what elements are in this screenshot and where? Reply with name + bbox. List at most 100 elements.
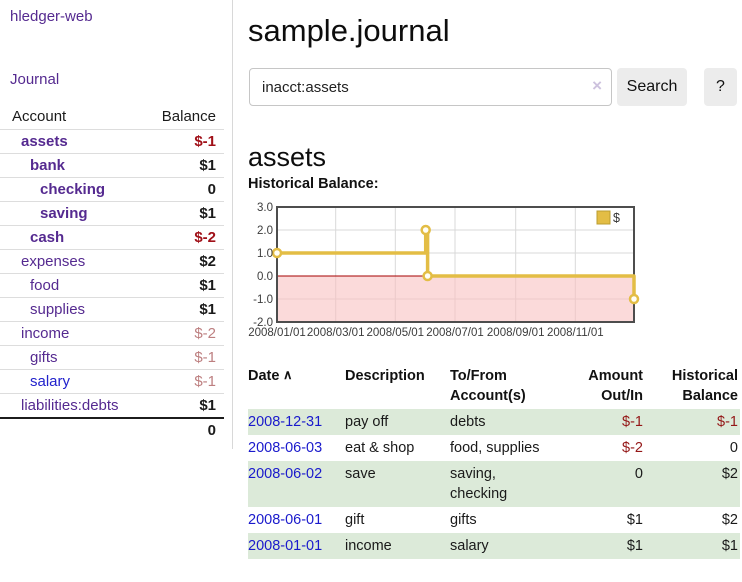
account-row: income $-2 bbox=[0, 321, 224, 346]
svg-text:2008/03/01: 2008/03/01 bbox=[307, 327, 365, 339]
account-row: supplies $1 bbox=[0, 297, 224, 322]
account-link[interactable]: expenses bbox=[21, 253, 86, 270]
register-amount: $-1 bbox=[622, 414, 643, 430]
account-row: saving $1 bbox=[0, 201, 224, 226]
register-accounts: food, supplies bbox=[450, 440, 540, 456]
register-date-cell: 2008-06-01 bbox=[248, 507, 345, 533]
account-row: food $1 bbox=[0, 273, 224, 298]
register-date-cell: 2008-06-02 bbox=[248, 461, 345, 507]
col-header-date[interactable]: Date ∧ bbox=[248, 364, 345, 409]
register-description: income bbox=[345, 538, 392, 554]
register-description: save bbox=[345, 466, 376, 482]
svg-text:1.0: 1.0 bbox=[257, 248, 273, 260]
data-point-marker bbox=[271, 247, 283, 259]
legend-label: $ bbox=[613, 211, 620, 225]
account-balance: $-1 bbox=[137, 345, 224, 370]
account-heading: assets bbox=[248, 142, 327, 173]
sidebar-divider bbox=[232, 0, 233, 449]
register-row: 2008-01-01 income salary $1 $1 bbox=[248, 533, 740, 559]
svg-text:2008/05/01: 2008/05/01 bbox=[367, 327, 425, 339]
svg-text:-2.0: -2.0 bbox=[253, 317, 273, 329]
col-header-label: Description bbox=[345, 368, 425, 384]
register-amount: $1 bbox=[626, 512, 643, 528]
register-accounts: salary bbox=[450, 538, 489, 554]
svg-text:3.0: 3.0 bbox=[257, 202, 273, 214]
chart-title: Historical Balance: bbox=[248, 176, 379, 192]
col-header-description: Description bbox=[345, 364, 450, 409]
register-date-link[interactable]: 2008-06-01 bbox=[248, 512, 323, 528]
app-brand-link[interactable]: hledger-web bbox=[10, 8, 93, 25]
register-accounts: debts bbox=[450, 414, 486, 430]
col-header-historical-balance: Historical Balance bbox=[645, 364, 740, 409]
account-balance: $-1 bbox=[137, 129, 224, 154]
legend-swatch bbox=[596, 210, 611, 225]
svg-text:0.0: 0.0 bbox=[257, 271, 273, 283]
help-button[interactable]: ? bbox=[704, 68, 737, 106]
search-button[interactable]: Search bbox=[617, 68, 687, 106]
register-date-cell: 2008-12-31 bbox=[248, 409, 345, 435]
account-balance: $-2 bbox=[137, 225, 224, 250]
register-balance: $1 bbox=[721, 538, 738, 554]
sidebar-item-journal[interactable]: Journal bbox=[10, 71, 60, 88]
account-link[interactable]: assets bbox=[21, 133, 68, 150]
register-accounts: saving, checking bbox=[450, 466, 508, 502]
data-point-marker bbox=[420, 224, 431, 236]
account-balance: $1 bbox=[137, 393, 224, 418]
svg-text:2008/11/01: 2008/11/01 bbox=[547, 327, 604, 339]
register-date-link[interactable]: 2008-06-03 bbox=[248, 440, 323, 456]
accounts-header-account: Account bbox=[12, 108, 67, 125]
search-input[interactable] bbox=[249, 68, 612, 106]
register-amount: $-2 bbox=[622, 440, 643, 456]
account-balance: $1 bbox=[137, 153, 224, 178]
historical-balance-chart: $3.0 2.0 1.0 0.0 -1.0 -2.0 2008/01/01 2008/03/0… bbox=[246, 201, 740, 351]
account-row: cash $-2 bbox=[0, 225, 224, 250]
accounts-total: 0 bbox=[137, 417, 224, 442]
account-row: checking 0 bbox=[0, 177, 224, 202]
svg-text:2.0: 2.0 bbox=[257, 225, 273, 237]
account-row: salary $-1 bbox=[0, 369, 224, 394]
account-balance: $-1 bbox=[137, 369, 224, 394]
col-header-label: Amount Out/In bbox=[588, 368, 643, 404]
account-link[interactable]: cash bbox=[30, 229, 65, 246]
register-date-link[interactable]: 2008-12-31 bbox=[248, 414, 323, 430]
account-row: bank $1 bbox=[0, 153, 224, 178]
search-bar: × Search ? bbox=[249, 68, 741, 106]
register-balance: $2 bbox=[721, 512, 738, 528]
register-row: 2008-06-02 save saving, checking 0 $2 bbox=[248, 461, 740, 507]
register-amount: 0 bbox=[634, 466, 643, 482]
clear-search-icon[interactable]: × bbox=[592, 76, 602, 95]
account-row: liabilities:debts $1 bbox=[0, 393, 224, 418]
account-row: expenses $2 bbox=[0, 249, 224, 274]
account-link[interactable]: liabilities:debts bbox=[21, 397, 119, 414]
register-description: pay off bbox=[345, 414, 389, 430]
data-point-marker bbox=[422, 270, 433, 282]
register-date-link[interactable]: 2008-06-02 bbox=[248, 466, 323, 482]
register-row: 2008-06-01 gift gifts $1 $2 bbox=[248, 507, 740, 533]
accounts-total-row: 0 bbox=[0, 417, 224, 442]
register-description: eat & shop bbox=[345, 440, 415, 456]
register-balance: $-1 bbox=[717, 414, 738, 430]
account-balance: $1 bbox=[137, 273, 224, 298]
account-link[interactable]: income bbox=[21, 325, 70, 342]
account-link[interactable]: bank bbox=[30, 157, 66, 174]
svg-text:2008/01/01: 2008/01/01 bbox=[248, 327, 306, 339]
col-header-amount-out-in: Amount Out/In bbox=[562, 364, 645, 409]
register-amount: $1 bbox=[626, 538, 643, 554]
account-link[interactable]: saving bbox=[40, 205, 88, 222]
account-link[interactable]: checking bbox=[40, 181, 106, 198]
account-row: gifts $-1 bbox=[0, 345, 224, 370]
col-header-label: To/From Account(s) bbox=[450, 368, 526, 404]
account-link[interactable]: salary bbox=[30, 373, 71, 390]
col-header-label: Historical Balance bbox=[671, 368, 738, 404]
register-balance: $2 bbox=[721, 466, 738, 482]
register-date-cell: 2008-06-03 bbox=[248, 435, 345, 461]
sort-ascending-icon: ∧ bbox=[279, 367, 293, 382]
account-link[interactable]: food bbox=[30, 277, 60, 294]
account-link[interactable]: supplies bbox=[30, 301, 86, 318]
register-table: Date ∧ Description To/From Account(s) Amoun… bbox=[248, 364, 740, 559]
account-link[interactable]: gifts bbox=[30, 349, 58, 366]
register-date-link[interactable]: 2008-01-01 bbox=[248, 538, 323, 554]
account-balance: $-2 bbox=[137, 321, 224, 346]
svg-text:2008/09/01: 2008/09/01 bbox=[487, 327, 545, 339]
accounts-header-balance: Balance bbox=[161, 108, 216, 125]
